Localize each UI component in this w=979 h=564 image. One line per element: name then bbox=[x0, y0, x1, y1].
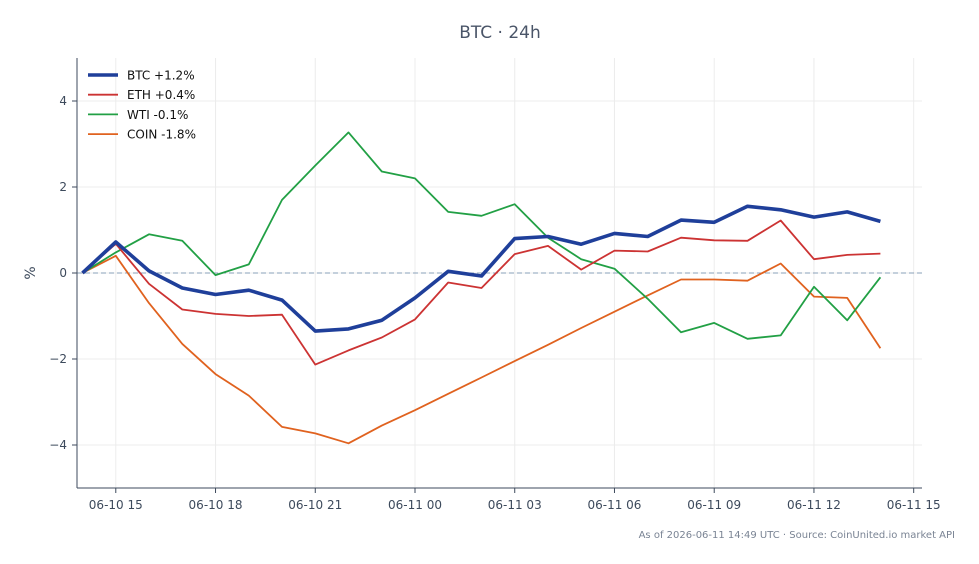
x-tick-label: 06-10 18 bbox=[189, 498, 243, 512]
series-line-2 bbox=[82, 131, 882, 340]
legend-label: COIN -1.8% bbox=[127, 128, 196, 142]
y-tick-label: −4 bbox=[49, 438, 67, 452]
y-tick-label: 4 bbox=[59, 94, 67, 108]
legend-label: BTC +1.2% bbox=[127, 69, 195, 83]
legend-label: WTI -0.1% bbox=[127, 108, 188, 122]
x-tick-label: 06-10 15 bbox=[89, 498, 143, 512]
x-tick-label: 06-10 21 bbox=[288, 498, 342, 512]
x-tick-label: 06-11 12 bbox=[787, 498, 841, 512]
y-tick-label: 2 bbox=[59, 180, 67, 194]
grid-lines bbox=[77, 58, 922, 488]
y-tick-label: 0 bbox=[59, 266, 67, 280]
y-axis-label: % bbox=[23, 266, 39, 279]
x-tick-label: 06-11 09 bbox=[687, 498, 741, 512]
y-tick-label: −2 bbox=[49, 352, 67, 366]
chart-title: BTC · 24h bbox=[459, 23, 541, 43]
y-axis-ticks: −4 −2 0 2 4 bbox=[49, 94, 77, 452]
series-layer bbox=[81, 131, 882, 445]
x-tick-label: 06-11 03 bbox=[488, 498, 542, 512]
x-tick-label: 06-11 15 bbox=[887, 498, 941, 512]
source-footer: As of 2026-06-11 14:49 UTC · Source: Coi… bbox=[639, 530, 955, 541]
series-line-3 bbox=[82, 254, 882, 445]
x-tick-label: 06-11 06 bbox=[587, 498, 641, 512]
legend-label: ETH +0.4% bbox=[127, 88, 195, 102]
series-line-0 bbox=[81, 204, 881, 333]
series-line-1 bbox=[81, 219, 881, 366]
x-tick-label: 06-11 00 bbox=[388, 498, 442, 512]
x-axis-ticks: 06-10 15 06-10 18 06-10 21 06-11 00 06-11 03… bbox=[89, 488, 941, 512]
legend: BTC +1.2% ETH +0.4% WTI -0.1% COIN -1.8% bbox=[88, 69, 196, 142]
